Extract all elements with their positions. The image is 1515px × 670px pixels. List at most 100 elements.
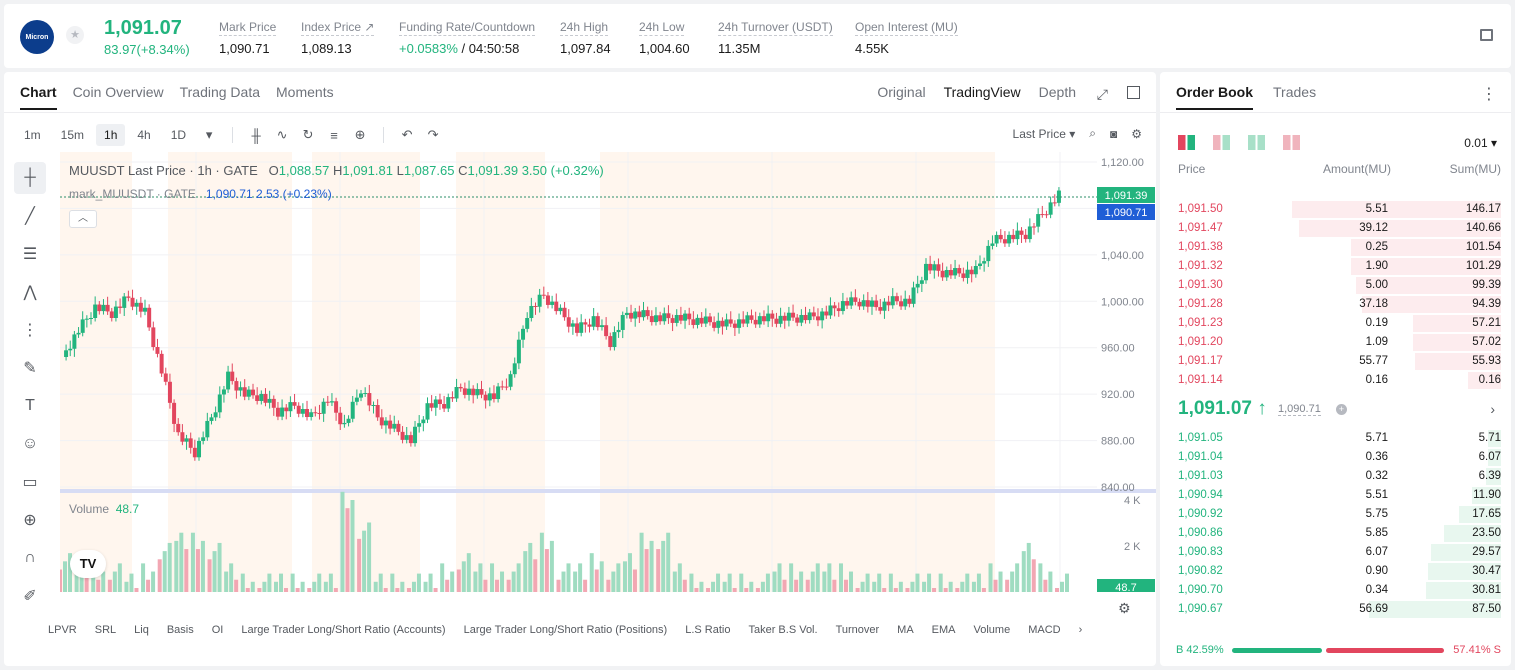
indicator-volume[interactable]: Volume [973,624,1011,636]
indicator-lt-positions[interactable]: Large Trader Long/Short Ratio (Positions… [463,624,668,636]
volume-bar [340,491,345,592]
bid-row[interactable]: 1,090.82 0.90 30.47 [1160,562,1511,581]
ask-row[interactable]: 1,091.32 1.90 101.29 [1160,257,1511,276]
indicator-lpvr[interactable]: LPVR [48,624,77,636]
indicator-taker-vol[interactable]: Taker B.S Vol. [748,624,818,636]
emoji-icon[interactable]: ☺ [21,435,39,452]
bid-row[interactable]: 1,091.05 5.71 5.71 [1160,429,1511,448]
expand-icon[interactable]: ⤢ [1096,86,1108,102]
ask-row[interactable]: 1,091.28 37.18 94.39 [1160,295,1511,314]
more-icon[interactable]: ⋮ [1481,86,1497,103]
indicator-bar: LPVR SRL Liq Basis OI Large Trader Long/… [48,624,1082,636]
chevron-right-icon[interactable]: › [1490,401,1495,417]
ask-row[interactable]: 1,091.20 1.09 57.02 [1160,333,1511,352]
candles-icon[interactable]: ╫ [251,127,261,143]
precision-select[interactable]: 0.01 ▾ [1464,136,1497,150]
y-tick-label: 920.00 [1101,389,1135,401]
view-tradingview[interactable]: TradingView [943,84,1021,100]
tab-chart[interactable]: Chart [20,84,57,110]
chart-settings-icon[interactable]: ⚙ [1118,600,1131,616]
tab-coin-overview[interactable]: Coin Overview [72,84,164,100]
bid-row[interactable]: 1,090.94 5.51 11.90 [1160,486,1511,505]
stat-label[interactable]: Index Price ↗ [301,20,375,36]
indicator-turnover[interactable]: Turnover [835,624,880,636]
tab-order-book[interactable]: Order Book [1176,84,1254,110]
trendline-icon[interactable]: ╱ [25,208,35,225]
indicator-oi[interactable]: OI [211,624,224,636]
price-chart[interactable]: 1,120.001,080.001,040.001,000.00960.0092… [60,152,1156,592]
collapse-legend-button[interactable]: ︿ [69,210,97,228]
info-icon[interactable]: + [1336,404,1347,415]
bid-row[interactable]: 1,090.70 0.34 30.81 [1160,581,1511,600]
camera-icon[interactable]: ◙ [1109,126,1118,141]
view-depth[interactable]: Depth [1038,84,1076,100]
tab-trades[interactable]: Trades [1273,84,1317,100]
candle-body [624,312,629,316]
candle-body [591,316,596,327]
tab-trading-data[interactable]: Trading Data [179,84,261,100]
zoom-icon[interactable]: ⊕ [23,512,37,529]
ask-row[interactable]: 1,091.47 39.12 140.66 [1160,219,1511,238]
indicator-ema[interactable]: EMA [931,624,956,636]
stat-label[interactable]: Open Interest (MU) [855,20,958,36]
bid-row[interactable]: 1,090.83 6.07 29.57 [1160,543,1511,562]
tab-moments[interactable]: Moments [276,84,334,100]
ask-row[interactable]: 1,091.17 55.77 55.93 [1160,352,1511,371]
stat-label[interactable]: Funding Rate/Countdown [399,20,536,36]
indicator-liq[interactable]: Liq [134,624,149,636]
stat-label[interactable]: 24h High [560,20,609,36]
ruler-icon[interactable]: ▭ [22,474,38,491]
price-type-select[interactable]: Last Price ▾ [1012,126,1076,141]
timeframe-4h[interactable]: 4h [137,128,151,142]
stat-label[interactable]: 24h Low [639,20,685,36]
layout-both-icon[interactable] [1178,135,1195,150]
indicator-srl[interactable]: SRL [94,624,117,636]
magnet-icon[interactable]: ∩ [24,549,36,566]
refresh-icon[interactable]: ↻ [302,127,314,142]
stat-label[interactable]: Mark Price [219,20,277,36]
book-icon[interactable] [1480,29,1493,41]
chevron-right-icon[interactable]: › [1078,624,1083,636]
bid-row[interactable]: 1,091.03 0.32 6.39 [1160,467,1511,486]
ask-row[interactable]: 1,091.50 5.51 146.17 [1160,200,1511,219]
bid-row[interactable]: 1,090.67 56.69 87.50 [1160,600,1511,619]
undo-icon[interactable]: ↶ [401,127,413,142]
timeframe-1m[interactable]: 1m [24,128,41,142]
indicators-icon[interactable]: ∿ [276,127,288,142]
view-original[interactable]: Original [877,84,926,100]
horizontal-lines-icon[interactable]: ☰ [22,246,38,263]
timeframe-1h[interactable]: 1h [96,124,126,146]
layout-asks-icon[interactable] [1283,135,1300,150]
indicator-macd[interactable]: MACD [1028,624,1061,636]
timeframe-1d[interactable]: 1D [170,128,187,142]
bid-row[interactable]: 1,090.92 5.75 17.65 [1160,505,1511,524]
chevron-down-icon[interactable]: ▾ [205,127,213,142]
brush-icon[interactable]: ✎ [23,360,37,377]
fib-icon[interactable]: ⋮ [22,322,38,339]
layout-split-icon[interactable] [1213,135,1230,150]
ask-row[interactable]: 1,091.23 0.19 57.21 [1160,314,1511,333]
ask-row[interactable]: 1,091.14 0.16 0.16 [1160,371,1511,390]
indicator-basis[interactable]: Basis [166,624,194,636]
search-icon[interactable]: ⌕ [1089,126,1096,140]
bid-row[interactable]: 1,091.04 0.36 6.07 [1160,448,1511,467]
indicator-ls-ratio[interactable]: L.S Ratio [685,624,731,636]
text-icon[interactable]: T [25,397,35,414]
indicator-ma[interactable]: MA [897,624,914,636]
ask-row[interactable]: 1,091.38 0.25 101.54 [1160,238,1511,257]
template-icon[interactable]: ≡ [330,127,338,143]
add-icon[interactable]: ⊕ [354,127,366,142]
bid-row[interactable]: 1,090.86 5.85 23.50 [1160,524,1511,543]
layout-bids-icon[interactable] [1248,135,1265,150]
pattern-icon[interactable]: ⋀ [23,284,37,301]
gear-icon[interactable]: ⚙ [1131,126,1142,141]
pencil-icon[interactable]: ✐ [23,588,37,605]
redo-icon[interactable]: ↷ [427,127,439,142]
star-icon[interactable]: ★ [66,26,84,44]
crosshair-icon[interactable]: ┼ [14,162,46,194]
timeframe-15m[interactable]: 15m [60,128,85,142]
stat-label[interactable]: 24h Turnover (USDT) [718,20,833,36]
ask-row[interactable]: 1,091.30 5.00 99.39 [1160,276,1511,295]
indicator-lt-accounts[interactable]: Large Trader Long/Short Ratio (Accounts) [241,624,446,636]
window-icon[interactable] [1127,86,1140,99]
